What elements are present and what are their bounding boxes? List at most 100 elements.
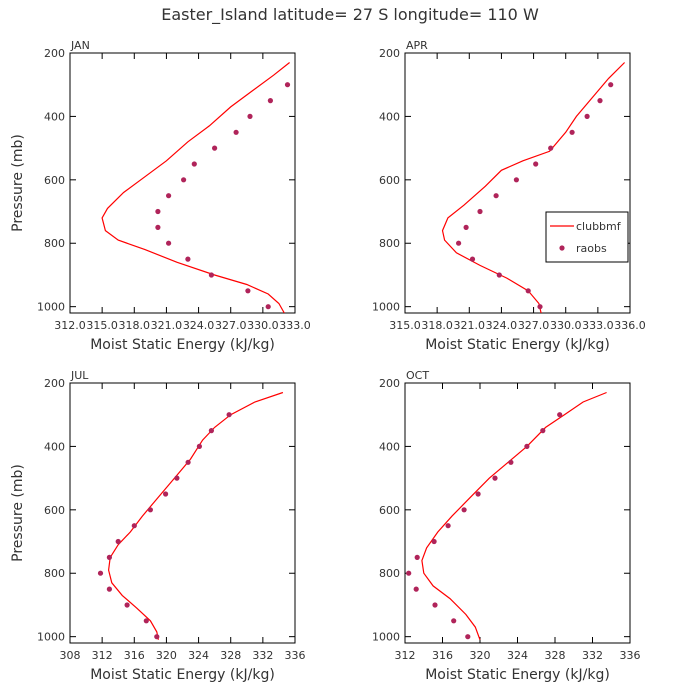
data-point-raobs	[508, 459, 514, 465]
x-tick-label: 330.0	[550, 319, 582, 332]
data-point-raobs	[166, 193, 172, 199]
x-tick-label: 320	[470, 649, 491, 662]
data-point-raobs	[445, 523, 451, 529]
data-point-raobs	[465, 634, 471, 640]
y-tick-label: 800	[379, 237, 400, 250]
chart-panel-jan: JAN 312.0 315.0 318.0 321.0 324.0 327.0 330.0 33…	[10, 39, 311, 353]
x-tick-label: 333.0	[279, 319, 311, 332]
y-axis-label: Pressure (mb)	[10, 134, 26, 232]
data-point-raobs	[533, 161, 539, 167]
x-tick-label: 318.0	[421, 319, 453, 332]
data-point-raobs	[469, 256, 476, 262]
data-point-raobs	[475, 491, 481, 497]
y-tick-label: 1000	[37, 631, 65, 644]
data-point-raobs	[196, 443, 202, 449]
data-point-raobs	[569, 129, 575, 135]
data-point-raobs	[413, 586, 419, 592]
x-tick-label: 324.0	[486, 319, 518, 332]
x-tick-label: 336	[620, 649, 641, 662]
data-point-raobs	[524, 443, 530, 449]
data-point-raobs	[537, 304, 543, 310]
data-point-raobs	[208, 272, 214, 278]
panel-label: APR	[406, 39, 428, 52]
panel-label: OCT	[406, 369, 429, 382]
x-tick-label: 336.0	[614, 319, 646, 332]
data-point-raobs	[461, 507, 467, 513]
data-point-raobs	[477, 208, 483, 215]
x-axis-label: Moist Static Energy (kJ/kg)	[90, 667, 275, 683]
x-tick-label: 328	[220, 649, 241, 662]
legend-label-clubbmf: clubbmf	[576, 220, 622, 233]
data-point-raobs	[584, 113, 590, 119]
data-point-raobs	[548, 145, 554, 151]
y-tick-label: 600	[44, 174, 65, 187]
x-tick-label: 321.0	[151, 319, 183, 332]
x-axis-label: Moist Static Energy (kJ/kg)	[90, 337, 275, 353]
plot-frame	[404, 382, 631, 644]
series-line-clubbmf	[101, 62, 290, 313]
data-point-raobs	[493, 193, 499, 199]
x-tick-label: 336	[285, 649, 306, 662]
chart-panel-oct: OCT 312 316 320 324 328 332 336 200 400 600 800 1000…	[372, 369, 641, 683]
data-point-raobs	[226, 412, 232, 418]
data-point-raobs	[463, 224, 469, 230]
data-point-raobs	[247, 113, 253, 119]
x-tick-label: 333.0	[582, 319, 614, 332]
data-point-raobs	[191, 161, 197, 167]
y-axis-label: Pressure (mb)	[10, 464, 26, 562]
data-point-raobs	[406, 570, 412, 576]
y-tick-label: 400	[379, 110, 400, 123]
data-point-raobs	[163, 491, 169, 497]
x-tick-label: 332	[252, 649, 273, 662]
series-line-clubbmf	[107, 391, 284, 640]
data-point-raobs	[265, 304, 271, 310]
y-tick-label: 200	[44, 47, 65, 60]
chart-panel-apr: APR 315.0 318.0 321.0 324.0 327.0 330.0 333.0 33…	[372, 39, 646, 353]
x-tick-label: 324	[188, 649, 209, 662]
data-point-raobs	[155, 224, 161, 230]
x-tick-label: 324.0	[183, 319, 215, 332]
x-tick-label: 330.0	[247, 319, 279, 332]
y-tick-label: 600	[379, 174, 400, 187]
y-tick-label: 400	[44, 110, 65, 123]
y-tick-label: 200	[44, 377, 65, 390]
data-point-raobs	[147, 507, 153, 513]
x-tick-label: 321.0	[454, 319, 486, 332]
data-point-raobs	[284, 82, 291, 88]
data-point-raobs	[540, 428, 546, 434]
y-tick-label: 400	[379, 440, 400, 453]
data-point-raobs	[608, 82, 614, 88]
x-tick-label: 312	[92, 649, 113, 662]
y-tick-label: 200	[379, 47, 400, 60]
data-point-raobs	[97, 570, 104, 576]
legend-label-raobs: raobs	[576, 242, 607, 255]
y-tick-label: 200	[379, 377, 400, 390]
plot-frame	[404, 52, 631, 314]
legend-box	[545, 211, 629, 263]
data-point-raobs	[525, 288, 531, 294]
x-tick-label: 315.0	[389, 319, 421, 332]
y-tick-label: 1000	[37, 301, 65, 314]
data-point-raobs	[245, 288, 251, 294]
legend: clubbmf raobs	[545, 211, 629, 263]
data-point-raobs	[451, 618, 457, 624]
data-point-raobs	[115, 538, 121, 545]
x-tick-label: 316	[124, 649, 145, 662]
y-tick-label: 800	[379, 567, 400, 580]
panel-label: JUL	[70, 369, 89, 382]
plot-frame	[69, 382, 296, 644]
x-tick-label: 312.0	[54, 319, 86, 332]
x-tick-label: 320	[156, 649, 177, 662]
data-point-raobs	[155, 208, 161, 215]
data-point-raobs	[143, 618, 149, 624]
data-point-raobs	[185, 459, 191, 465]
x-tick-label: 332	[582, 649, 603, 662]
x-tick-label: 316	[432, 649, 453, 662]
y-tick-label: 600	[379, 504, 400, 517]
x-axis-label: Moist Static Energy (kJ/kg)	[425, 337, 610, 353]
figure-title: Easter_Island latitude= 27 S longitude= …	[161, 5, 539, 25]
x-tick-label: 324	[507, 649, 528, 662]
data-point-raobs	[233, 129, 239, 135]
data-point-raobs	[154, 634, 160, 640]
x-tick-label: 318.0	[119, 319, 151, 332]
